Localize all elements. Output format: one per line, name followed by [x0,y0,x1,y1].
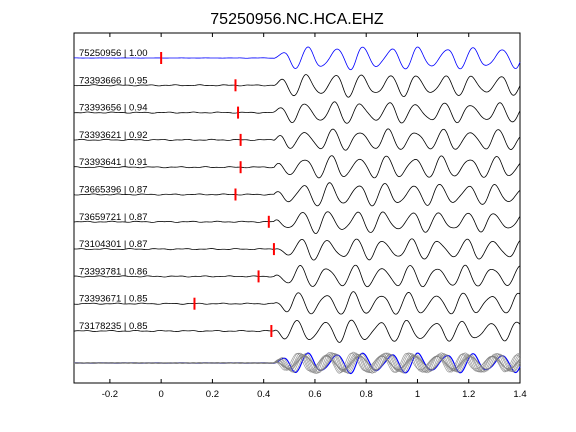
x-tick-label: 0.6 [308,389,321,400]
trace-line [73,74,521,98]
trace-label: 73665396 | 0.87 [79,185,148,196]
traces-group [73,46,521,343]
stack-trace [73,352,521,373]
x-tick-label: 0.4 [257,389,270,400]
x-tick-label: 1.4 [513,389,526,400]
trace-line [73,211,521,235]
stack-overlay [73,351,521,375]
chart-title: 75250956.NC.HCA.EHZ [210,11,384,28]
trace-line [73,291,521,315]
trace-label: 73393671 | 0.85 [79,294,148,305]
trace-line [73,182,521,207]
trace-label: 73393666 | 0.95 [79,75,148,86]
trace-line [73,238,521,261]
pick-markers [160,52,275,337]
trace-labels: 75250956 | 1.00 73393666 | 0.95 73393656 |… [79,48,148,332]
trace-line [73,46,521,71]
x-tick-label: 1 [415,389,420,400]
trace-label: 75250956 | 1.00 [79,48,148,59]
trace-label: 73393621 | 0.92 [79,130,148,141]
x-tick-label: 0.2 [206,389,219,400]
trace-line [73,319,521,343]
trace-line [73,101,521,124]
x-tick-label: 1.2 [462,389,475,400]
trace-label: 73659721 | 0.87 [79,212,148,223]
trace-label: 73104301 | 0.87 [79,239,148,250]
axes-frame [73,32,521,384]
x-axis: -0.2 0 0.2 0.4 0.6 0.8 1 1.2 1.4 [102,33,527,400]
trace-label: 73393641 | 0.91 [79,157,148,168]
trace-label: 73178235 | 0.85 [79,321,148,332]
stack-trace [73,352,521,374]
x-tick-label: 0 [159,389,164,400]
trace-line [73,264,521,288]
trace-label: 73393656 | 0.94 [79,103,148,114]
trace-line [73,128,521,151]
trace-line [73,155,521,179]
x-tick-label: 0.8 [360,389,373,400]
trace-label: 73393781 | 0.86 [79,266,148,277]
x-tick-label: -0.2 [102,389,118,400]
